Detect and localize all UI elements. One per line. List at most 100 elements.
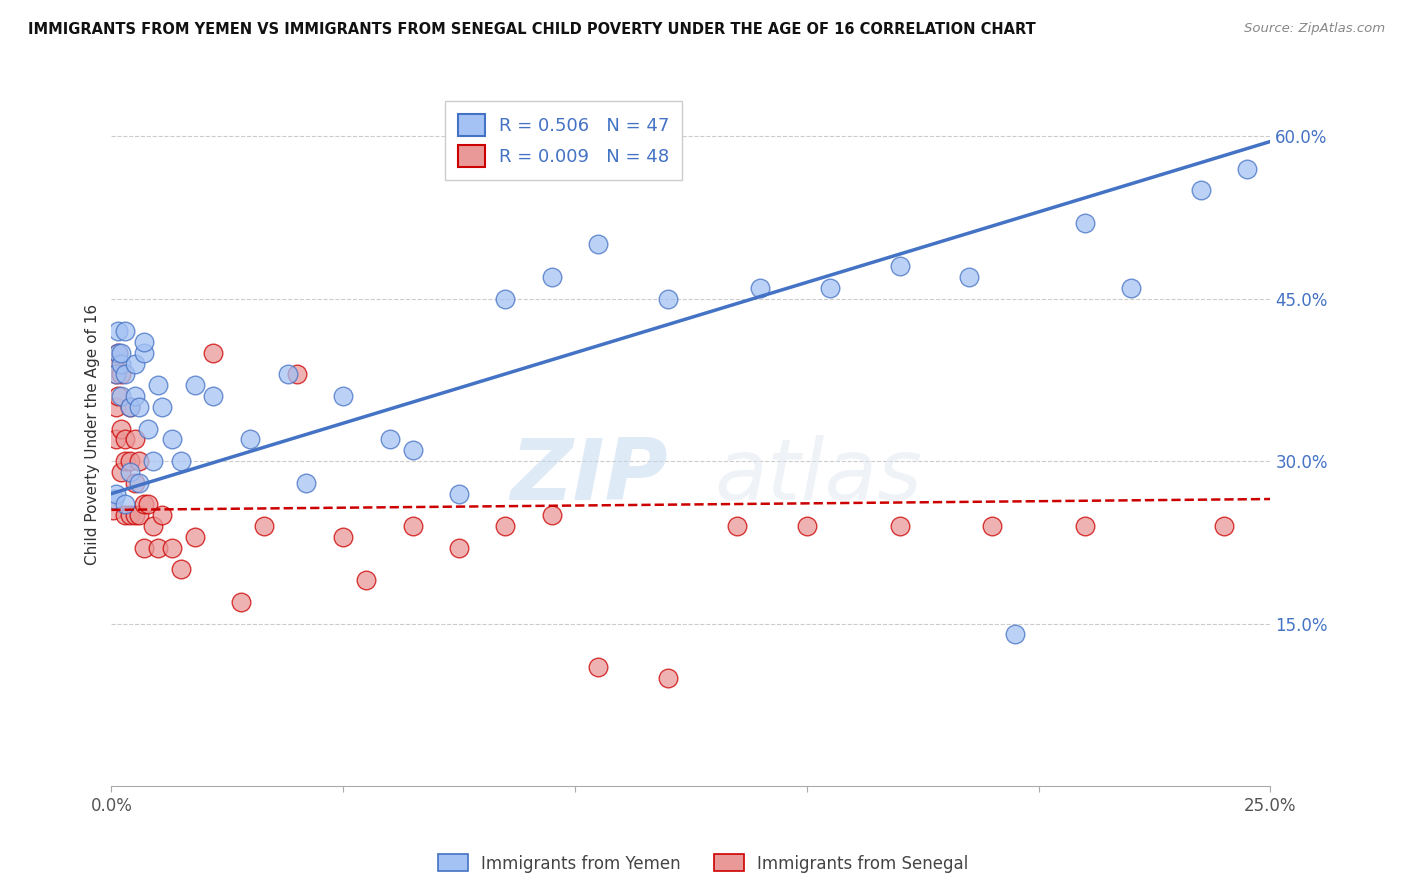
Y-axis label: Child Poverty Under the Age of 16: Child Poverty Under the Age of 16 xyxy=(86,303,100,565)
Point xyxy=(889,519,911,533)
Legend: R = 0.506   N = 47, R = 0.009   N = 48: R = 0.506 N = 47, R = 0.009 N = 48 xyxy=(444,102,682,180)
Point xyxy=(146,378,169,392)
Point xyxy=(118,400,141,414)
Point xyxy=(128,454,150,468)
Point xyxy=(107,324,129,338)
Point xyxy=(105,368,128,382)
Point xyxy=(118,508,141,523)
Point xyxy=(152,400,174,414)
Point xyxy=(138,498,160,512)
Point xyxy=(132,498,155,512)
Point xyxy=(889,259,911,273)
Point xyxy=(118,400,141,414)
Point xyxy=(114,498,136,512)
Point xyxy=(657,292,679,306)
Point xyxy=(132,334,155,349)
Point xyxy=(107,345,129,359)
Point xyxy=(110,345,132,359)
Point xyxy=(105,433,128,447)
Point xyxy=(110,465,132,479)
Point xyxy=(332,530,354,544)
Text: ZIP: ZIP xyxy=(510,434,668,517)
Point xyxy=(170,562,193,576)
Point xyxy=(332,389,354,403)
Point xyxy=(160,541,183,555)
Point xyxy=(1074,216,1097,230)
Point xyxy=(184,378,207,392)
Point xyxy=(725,519,748,533)
Point xyxy=(796,519,818,533)
Legend: Immigrants from Yemen, Immigrants from Senegal: Immigrants from Yemen, Immigrants from S… xyxy=(430,847,976,880)
Point xyxy=(749,281,772,295)
Point xyxy=(1236,161,1258,176)
Point xyxy=(105,400,128,414)
Point xyxy=(114,454,136,468)
Point xyxy=(110,357,132,371)
Point xyxy=(146,541,169,555)
Point xyxy=(128,508,150,523)
Point xyxy=(402,443,425,458)
Point xyxy=(124,433,146,447)
Point xyxy=(494,519,516,533)
Point xyxy=(110,421,132,435)
Point xyxy=(124,389,146,403)
Point xyxy=(295,475,318,490)
Point xyxy=(1121,281,1143,295)
Point xyxy=(138,421,160,435)
Point xyxy=(1189,183,1212,197)
Point xyxy=(107,389,129,403)
Point xyxy=(124,475,146,490)
Point xyxy=(170,454,193,468)
Point xyxy=(378,433,401,447)
Point xyxy=(118,465,141,479)
Point xyxy=(818,281,841,295)
Point xyxy=(114,508,136,523)
Point xyxy=(239,433,262,447)
Point xyxy=(202,345,225,359)
Point xyxy=(152,508,174,523)
Point xyxy=(101,503,124,517)
Point xyxy=(114,368,136,382)
Point xyxy=(494,292,516,306)
Point xyxy=(105,368,128,382)
Point xyxy=(114,433,136,447)
Point xyxy=(1074,519,1097,533)
Point xyxy=(277,368,299,382)
Point xyxy=(142,454,165,468)
Point xyxy=(128,400,150,414)
Point xyxy=(1213,519,1236,533)
Point xyxy=(160,433,183,447)
Point xyxy=(132,345,155,359)
Text: IMMIGRANTS FROM YEMEN VS IMMIGRANTS FROM SENEGAL CHILD POVERTY UNDER THE AGE OF : IMMIGRANTS FROM YEMEN VS IMMIGRANTS FROM… xyxy=(28,22,1036,37)
Point xyxy=(540,269,562,284)
Point xyxy=(356,574,378,588)
Point xyxy=(231,595,253,609)
Point xyxy=(285,368,308,382)
Point xyxy=(586,237,609,252)
Point xyxy=(1004,627,1026,641)
Point xyxy=(110,389,132,403)
Point xyxy=(128,475,150,490)
Point xyxy=(184,530,207,544)
Point xyxy=(103,491,125,506)
Point xyxy=(540,508,562,523)
Point xyxy=(118,454,141,468)
Point xyxy=(657,671,679,685)
Point xyxy=(124,508,146,523)
Point xyxy=(124,357,146,371)
Point xyxy=(142,519,165,533)
Point xyxy=(202,389,225,403)
Point xyxy=(586,660,609,674)
Point xyxy=(107,345,129,359)
Point xyxy=(981,519,1004,533)
Text: Source: ZipAtlas.com: Source: ZipAtlas.com xyxy=(1244,22,1385,36)
Point xyxy=(449,486,471,500)
Point xyxy=(105,486,128,500)
Point xyxy=(253,519,276,533)
Point xyxy=(449,541,471,555)
Point xyxy=(103,357,125,371)
Point xyxy=(957,269,980,284)
Point xyxy=(402,519,425,533)
Point xyxy=(132,541,155,555)
Point xyxy=(110,368,132,382)
